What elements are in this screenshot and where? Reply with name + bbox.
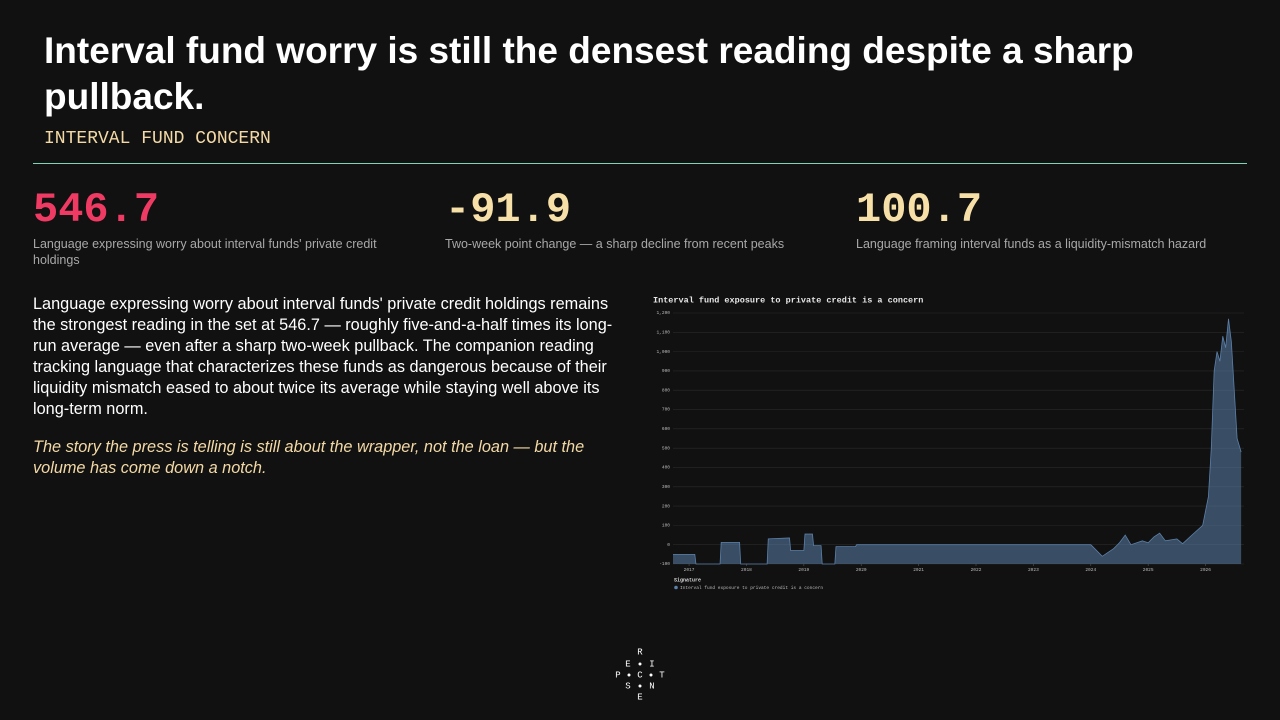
y-tick-label: 0 (667, 542, 670, 548)
chart: Interval fund exposure to private credit… (653, 295, 1244, 591)
x-tick-label: 2018 (741, 567, 752, 573)
x-tick-label: 2023 (1028, 567, 1039, 573)
x-tick-label: 2020 (856, 567, 867, 573)
x-tick-label: 2017 (684, 567, 695, 573)
y-tick-label: 600 (662, 426, 670, 432)
y-tick-label: 700 (662, 407, 670, 413)
logo-dot (638, 662, 642, 666)
logo-letter: S (625, 681, 630, 691)
y-tick-label: 500 (662, 445, 670, 451)
y-tick-label: 1,200 (656, 310, 670, 316)
logo-letter: E (625, 659, 630, 669)
y-tick-label: 300 (662, 484, 670, 490)
logo-letter: R (637, 647, 643, 657)
logo-letter: N (649, 681, 654, 691)
x-tick-label: 2025 (1143, 567, 1154, 573)
body-paragraph: Language expressing worry about interval… (33, 295, 613, 418)
area-line (673, 318, 1242, 565)
chart-title: Interval fund exposure to private credit… (653, 295, 923, 305)
stat-value: 100.7 (856, 186, 983, 234)
y-tick-label: 900 (662, 368, 670, 374)
y-tick-label: 1,100 (656, 329, 670, 335)
body-quote: The story the press is telling is still … (33, 438, 585, 477)
y-tick-label: 400 (662, 465, 670, 471)
logo: R E I P C T S N E (615, 647, 665, 702)
y-tick-label: -100 (659, 561, 670, 567)
y-tick-label: 100 (662, 523, 670, 529)
y-tick-label: 800 (662, 387, 670, 393)
stat-label: Two-week point change — a sharp decline … (445, 237, 785, 251)
area-fill (673, 318, 1242, 564)
x-tick-label: 2022 (971, 567, 982, 573)
logo-dot (638, 684, 642, 688)
x-tick-label: 2019 (798, 567, 809, 573)
logo-letter: I (649, 659, 654, 669)
logo-letter: T (659, 670, 665, 680)
legend-title: Signature (674, 577, 701, 583)
stat-label: Language expressing worry about interval… (33, 237, 377, 267)
kicker: INTERVAL FUND CONCERN (44, 129, 271, 149)
stat-value: 546.7 (33, 186, 160, 234)
divider (33, 163, 1247, 164)
x-tick-label: 2024 (1085, 567, 1096, 573)
logo-dot (627, 673, 631, 677)
stat-value: -91.9 (445, 186, 572, 234)
x-tick-label: 2026 (1200, 567, 1211, 573)
legend-swatch (674, 585, 678, 590)
y-tick-label: 200 (662, 503, 670, 509)
legend-label: Interval fund exposure to private credit… (680, 585, 823, 591)
logo-letter: E (637, 692, 642, 702)
y-tick-label: 1,000 (656, 349, 670, 355)
x-tick-label: 2021 (913, 567, 924, 573)
logo-letter: P (615, 670, 620, 680)
logo-letter: C (637, 670, 643, 680)
stat-label: Language framing interval funds as a liq… (856, 237, 1207, 251)
title: Interval fund worry is still the densest… (44, 30, 1134, 117)
logo-dot (649, 673, 653, 677)
